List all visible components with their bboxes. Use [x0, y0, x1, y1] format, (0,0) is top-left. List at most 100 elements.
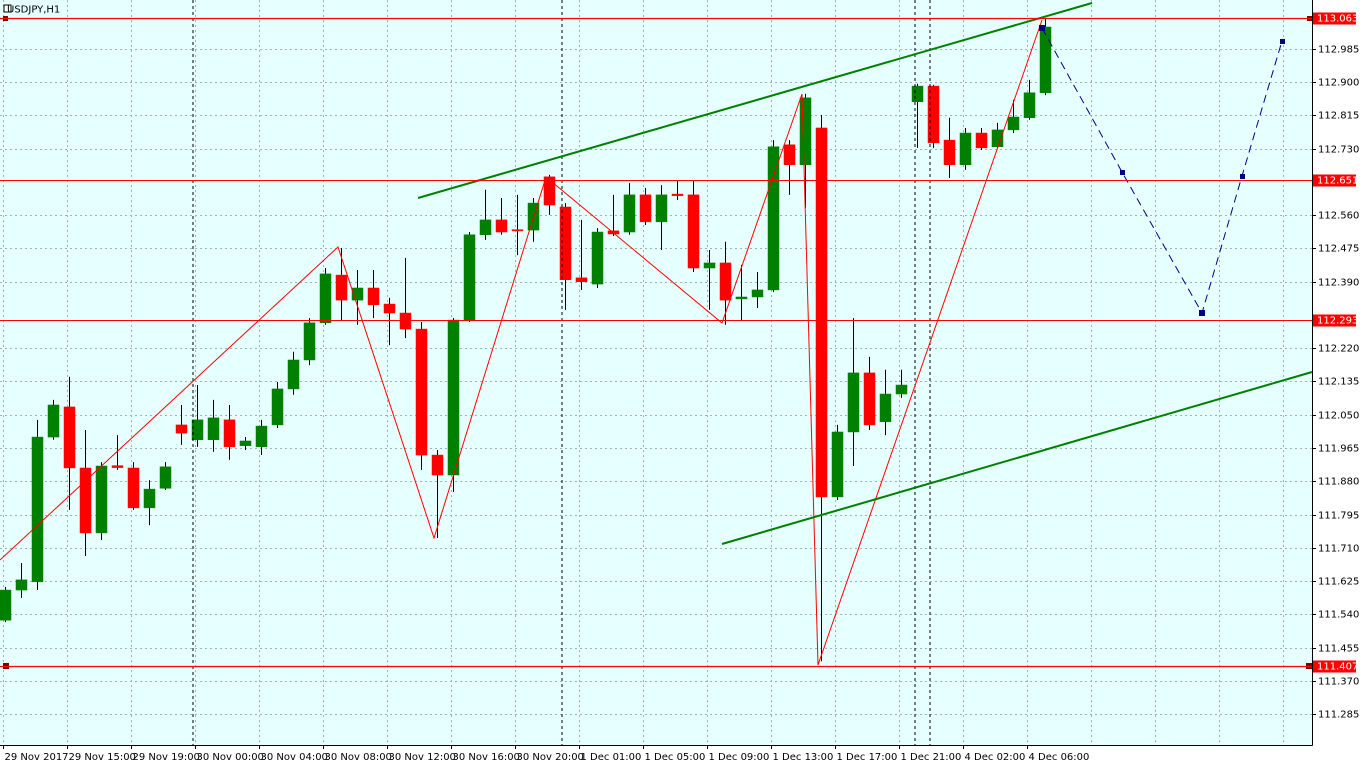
zigzag	[0, 19, 1043, 666]
candle-body	[927, 85, 940, 144]
price-level-label: 113.063	[1317, 14, 1358, 25]
candle-body	[143, 488, 156, 509]
price-level-label-bg	[1313, 660, 1356, 673]
price-level-label: 112.651	[1317, 176, 1358, 187]
y-tick-label: 112.985	[1318, 45, 1359, 56]
symbol-icon	[3, 4, 12, 13]
candle-body	[847, 372, 860, 433]
candle-body	[223, 419, 236, 448]
candle-body	[735, 296, 748, 300]
y-tick-label: 111.710	[1318, 544, 1359, 555]
candle-body	[447, 319, 460, 476]
x-tick-label: 29 Nov 15:00	[69, 752, 136, 763]
candle-body	[751, 289, 764, 298]
candle-body	[783, 144, 796, 165]
price-level-label-bg	[1313, 174, 1356, 187]
candle-body	[943, 139, 956, 165]
y-tick-label: 111.880	[1318, 477, 1359, 488]
candle-body	[239, 440, 252, 446]
candle-body	[559, 206, 572, 281]
candle-body	[575, 277, 588, 282]
candle-body	[495, 219, 508, 233]
candle-body	[463, 234, 476, 321]
candle-body	[415, 328, 428, 456]
x-tick-label: 4 Dec 02:00	[965, 752, 1026, 763]
price-level-label: 112.293	[1317, 316, 1358, 327]
grid-layer	[0, 0, 1312, 745]
x-tick-label: 1 Dec 17:00	[837, 752, 898, 763]
candle-body	[159, 466, 172, 489]
candle-body	[479, 219, 492, 236]
candle-body	[319, 273, 332, 324]
candle-body	[831, 431, 844, 498]
candle-body	[31, 436, 44, 583]
x-tick-label: 30 Nov 20:00	[517, 752, 584, 763]
channel-lower	[721, 371, 1313, 545]
chart-title: USDJPY,H1	[7, 5, 60, 16]
candle-body	[623, 194, 636, 233]
x-tick-label: 30 Nov 12:00	[389, 752, 456, 763]
candle-body	[655, 194, 668, 223]
candles	[0, 18, 1052, 662]
y-tick-label: 111.455	[1318, 644, 1359, 655]
y-tick-label: 112.900	[1318, 78, 1359, 89]
x-tick-label: 29 Nov 2017	[5, 752, 69, 763]
candle-body	[351, 287, 364, 301]
candle-body	[591, 231, 604, 285]
y-tick-label: 111.965	[1318, 444, 1359, 455]
candle-body	[863, 372, 876, 426]
candle-body	[911, 85, 924, 102]
candle-body	[431, 454, 444, 476]
candle-body	[127, 467, 140, 509]
candle-body	[47, 404, 60, 438]
y-tick-label: 111.625	[1318, 577, 1359, 588]
channel-upper	[417, 2, 1093, 199]
candle-body	[671, 193, 684, 196]
y-tick-label: 112.050	[1318, 411, 1359, 422]
projection-point	[1199, 310, 1205, 316]
candle-body	[895, 384, 908, 395]
candle-body	[1023, 92, 1036, 119]
candle-body	[687, 194, 700, 269]
x-tick-label: 4 Dec 06:00	[1029, 752, 1090, 763]
candle-body	[303, 322, 316, 361]
candle-body	[0, 589, 12, 621]
price-level-label: 111.407	[1317, 662, 1358, 673]
y-tick-label: 112.815	[1318, 111, 1359, 122]
candle-body	[639, 194, 652, 223]
projection-point	[1039, 25, 1045, 31]
y-tick-label: 112.560	[1318, 211, 1359, 222]
price-level-label-bg	[1313, 314, 1356, 327]
price-level-label-bg	[1313, 12, 1356, 25]
candle-body	[15, 579, 28, 591]
projection-point	[1120, 170, 1125, 175]
candle-body	[1007, 116, 1020, 131]
candle-body	[255, 425, 268, 448]
y-tick-label: 112.135	[1318, 377, 1359, 388]
y-tick-label: 111.285	[1318, 710, 1359, 721]
candle-body	[175, 424, 188, 434]
candle-body	[367, 287, 380, 306]
x-tick-label: 30 Nov 16:00	[453, 752, 520, 763]
x-tick-label: 1 Dec 21:00	[901, 752, 962, 763]
projection-point	[1280, 39, 1285, 44]
candle-body	[703, 262, 716, 269]
x-tick-label: 30 Nov 00:00	[197, 752, 264, 763]
projection-point	[1240, 174, 1245, 179]
candle-body	[799, 97, 812, 165]
y-tick-label: 111.370	[1318, 677, 1359, 688]
y-tick-label: 111.795	[1318, 511, 1359, 522]
y-tick-label: 112.390	[1318, 278, 1359, 289]
candle-body	[543, 176, 556, 206]
candle-body	[383, 303, 396, 314]
candle-body	[207, 417, 220, 441]
candle-body	[719, 262, 732, 301]
candle-body	[79, 467, 92, 534]
x-tick-label: 30 Nov 04:00	[261, 752, 328, 763]
candle-body	[975, 132, 988, 149]
x-tick-label: 29 Nov 19:00	[133, 752, 200, 763]
candle-body	[815, 127, 828, 498]
